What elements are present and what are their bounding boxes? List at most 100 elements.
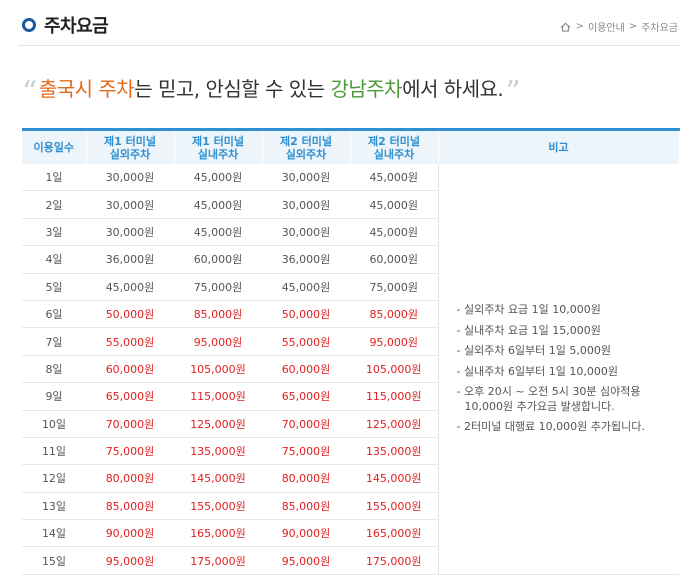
cell-t1-indoor: 45,000원 (174, 164, 262, 192)
cell-t2-indoor: 165,000원 (350, 519, 438, 548)
table-row: 11일 75,000원 135,000원 75,000원 135,000원 (22, 437, 679, 466)
notes-cell: - 실외주차 요금 1일 10,000원 - 실내주차 요금 1일 15,000원… (437, 164, 679, 575)
header-days: 이용일수 (22, 128, 87, 164)
table-header-row: 이용일수 제1 터미널 실외주차 제1 터미널 실내주차 제2 터미널 실외주차 제2… (22, 128, 680, 164)
slogan-text-end: 에서 하세요. (402, 77, 504, 101)
cell-t1-outdoor: 85,000원 (86, 492, 174, 521)
cell-t2-outdoor: 45,000원 (262, 273, 350, 301)
cell-t1-outdoor: 60,000원 (86, 355, 174, 384)
cell-t1-indoor: 60,000원 (174, 245, 262, 274)
cell-t2-indoor: 155,000원 (350, 492, 438, 521)
cell-day: 5일 (22, 273, 86, 301)
cell-day: 13일 (22, 492, 86, 521)
cell-t2-outdoor: 80,000원 (262, 464, 350, 493)
cell-t2-outdoor: 75,000원 (262, 437, 350, 466)
cell-t1-indoor: 115,000원 (174, 382, 262, 411)
cell-day: 14일 (22, 519, 86, 548)
table-row: 7일 55,000원 95,000원 55,000원 95,000원 (22, 327, 679, 356)
cell-t1-outdoor: 90,000원 (86, 519, 174, 548)
table-row: 2일 30,000원 45,000원 30,000원 45,000원 (22, 190, 679, 219)
cell-day: 7일 (22, 327, 86, 356)
cell-day: 6일 (22, 300, 86, 329)
breadcrumb-item-guide[interactable]: 이용안내 (587, 23, 625, 34)
cell-t1-indoor: 95,000원 (174, 327, 262, 356)
note-item: - 실외주차 6일부터 1일 5,000원 (456, 344, 612, 358)
page-header: 주차요금 > 이용안내 > 주차요금 (18, 0, 680, 46)
header-t2-indoor: 제2 터미널 실내주차 (350, 128, 439, 164)
cell-t1-outdoor: 65,000원 (86, 382, 174, 411)
slogan-brand: 강남주차 (330, 77, 403, 101)
slogan-highlight-parking: 출국시 주차 (38, 77, 135, 101)
cell-t2-outdoor: 30,000원 (262, 218, 350, 247)
table-row: 4일 36,000원 60,000원 36,000원 60,000원 (22, 245, 679, 274)
cell-t1-indoor: 125,000원 (174, 410, 262, 438)
cell-t2-indoor: 95,000원 (350, 327, 438, 356)
cell-t2-indoor: 175,000원 (350, 546, 438, 575)
cell-t2-outdoor: 55,000원 (262, 327, 350, 356)
table-row: 6일 50,000원 85,000원 50,000원 85,000원 (22, 300, 679, 329)
cell-t1-outdoor: 30,000원 (86, 190, 174, 219)
note-item: - 2터미널 대행료 10,000원 추가됩니다. (456, 420, 645, 434)
breadcrumb-separator: > (628, 21, 638, 32)
cell-t2-indoor: 125,000원 (350, 410, 438, 438)
page-title: 주차요금 (44, 16, 109, 37)
cell-t2-outdoor: 85,000원 (262, 492, 350, 521)
cell-t2-outdoor: 50,000원 (262, 300, 350, 329)
note-item: 10,000원 추가요금 발생합니다. (464, 399, 615, 413)
close-quote-icon: ” (505, 75, 521, 110)
cell-t1-indoor: 135,000원 (174, 437, 262, 466)
cell-day: 4일 (22, 245, 86, 274)
table-row: 15일 95,000원 175,000원 95,000원 175,000원 (22, 546, 679, 575)
cell-t1-outdoor: 30,000원 (86, 164, 174, 192)
cell-day: 12일 (22, 464, 86, 493)
cell-t1-outdoor: 80,000원 (86, 464, 174, 493)
cell-t2-indoor: 85,000원 (350, 300, 438, 329)
home-icon[interactable] (560, 22, 571, 32)
breadcrumb-item-current: 주차요금 (641, 23, 678, 34)
breadcrumb-separator: > (575, 21, 584, 32)
table-row: 13일 85,000원 155,000원 85,000원 155,000원 (22, 492, 679, 521)
cell-day: 2일 (22, 190, 86, 219)
cell-t1-indoor: 45,000원 (174, 190, 262, 219)
cell-t2-indoor: 105,000원 (350, 355, 438, 384)
cell-day: 8일 (22, 355, 86, 384)
cell-day: 9일 (22, 382, 86, 411)
cell-t1-outdoor: 30,000원 (86, 218, 174, 247)
cell-t1-outdoor: 95,000원 (86, 546, 174, 575)
cell-t2-outdoor: 90,000원 (262, 519, 350, 548)
cell-t1-outdoor: 55,000원 (86, 327, 174, 356)
cell-t2-indoor: 135,000원 (350, 437, 438, 466)
table-body: 1일 30,000원 45,000원 30,000원 45,000원 - 실외주차 요금 … (22, 164, 679, 575)
header-t2-outdoor: 제2 터미널 실외주차 (262, 128, 351, 164)
cell-day: 15일 (22, 546, 86, 575)
cell-t2-outdoor: 70,000원 (262, 410, 350, 438)
header-notes: 비고 (438, 128, 680, 164)
header-t1-outdoor: 제1 터미널 실외주차 (86, 128, 175, 164)
cell-day: 3일 (22, 218, 86, 247)
cell-day: 1일 (22, 164, 86, 192)
cell-t1-indoor: 145,000원 (174, 464, 262, 493)
slogan: “출국시 주차는 믿고, 안심할 수 있는 강남주차에서 하세요.” (22, 73, 521, 108)
title-wrap: 주차요금 (22, 12, 109, 38)
cell-t1-indoor: 155,000원 (174, 492, 262, 521)
cell-t1-outdoor: 70,000원 (86, 410, 174, 438)
table-row: 3일 30,000원 45,000원 30,000원 45,000원 (22, 218, 679, 247)
open-quote-icon: “ (22, 75, 37, 110)
cell-t2-indoor: 115,000원 (350, 382, 438, 411)
cell-t2-indoor: 45,000원 (350, 164, 438, 192)
cell-t2-indoor: 45,000원 (350, 190, 438, 219)
breadcrumb: > 이용안내 > 주차요금 (560, 19, 680, 34)
table-row: 10일 70,000원 125,000원 70,000원 125,000원 (22, 410, 679, 438)
cell-t1-outdoor: 50,000원 (86, 300, 174, 329)
cell-t1-outdoor: 36,000원 (86, 245, 174, 274)
cell-t1-indoor: 85,000원 (174, 300, 262, 329)
title-ring-icon (22, 18, 36, 32)
table-row: 12일 80,000원 145,000원 80,000원 145,000원 (22, 464, 679, 493)
parking-fee-table: 이용일수 제1 터미널 실외주차 제1 터미널 실내주차 제2 터미널 실외주차 제2… (22, 128, 680, 575)
table-row: 14일 90,000원 165,000원 90,000원 165,000원 (22, 519, 679, 548)
cell-t1-indoor: 165,000원 (174, 519, 262, 548)
note-item: - 오후 20시 ~ 오전 5시 30분 심야적용 (456, 385, 641, 399)
header-t1-indoor: 제1 터미널 실내주차 (174, 128, 263, 164)
note-item: - 실내주차 요금 1일 15,000원 (456, 323, 601, 337)
cell-t2-outdoor: 30,000원 (262, 164, 350, 192)
